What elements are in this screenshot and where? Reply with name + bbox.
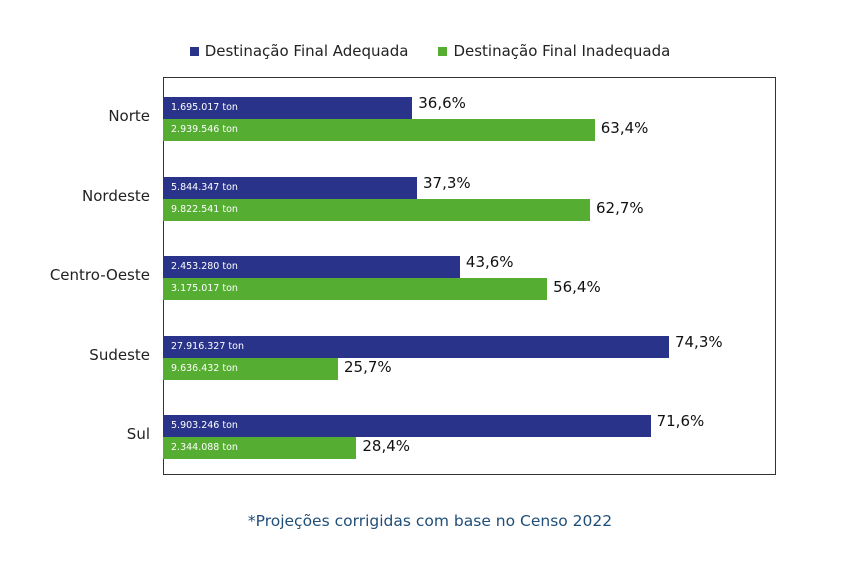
bar: 1.695.017 ton [163, 97, 413, 119]
bar: 2.939.546 ton [163, 119, 595, 141]
data-label: 63,4% [600, 119, 649, 137]
bar: 27.916.327 ton [163, 335, 669, 358]
legend-label: Destinação Final Inadequada [453, 42, 671, 60]
legend-label: Destinação Final Adequada [204, 42, 409, 60]
tons-label: 27.916.327 ton [171, 340, 244, 352]
data-label: 74,3% [674, 332, 723, 351]
data-label: 25,7% [344, 357, 392, 376]
data-label: 43,6% [465, 253, 514, 271]
tons-label: 5.903.246 ton [171, 420, 238, 431]
tons-label: 5.844.347 ton [171, 181, 238, 193]
legend-item-inadequada: Destinação Final Inadequada [438, 42, 670, 60]
data-label: 36,6% [418, 94, 466, 112]
data-label: 56,4% [553, 278, 601, 296]
category-label: Sudeste [89, 345, 150, 364]
bar: 2.453.280 ton [163, 256, 460, 278]
bar: 2.344.088 ton [163, 437, 357, 459]
legend-item-adequada: Destinação Final Adequada [189, 42, 409, 60]
category-label: Sul [126, 425, 150, 443]
legend-swatch [438, 46, 448, 56]
data-label: 28,4% [362, 437, 411, 455]
legend-swatch [189, 46, 199, 56]
data-label: 71,6% [656, 412, 705, 430]
tons-label: 9.636.432 ton [171, 362, 238, 374]
bar: 5.844.347 ton [163, 176, 417, 199]
tons-label: 2.453.280 ton [171, 261, 238, 272]
bar: 9.636.432 ton [163, 357, 339, 380]
bar: 5.903.246 ton [163, 415, 651, 437]
bar: 3.175.017 ton [163, 278, 548, 300]
tons-label: 1.695.017 ton [171, 102, 238, 113]
data-label: 62,7% [595, 198, 644, 217]
footnote: *Projeções corrigidas com base no Censo … [247, 512, 613, 530]
bar: 9.822.541 ton [163, 198, 590, 221]
tons-label: 2.939.546 ton [171, 124, 238, 135]
data-label: 37,3% [423, 173, 471, 192]
tons-label: 9.822.541 ton [171, 203, 238, 215]
legend: Destinação Final Adequada Destinação Fin… [0, 42, 860, 60]
category-label: Centro-Oeste [49, 266, 150, 284]
tons-label: 2.344.088 ton [171, 442, 238, 453]
tons-label: 3.175.017 ton [171, 283, 238, 294]
category-label: Nordeste [82, 186, 150, 205]
category-label: Norte [108, 107, 150, 125]
